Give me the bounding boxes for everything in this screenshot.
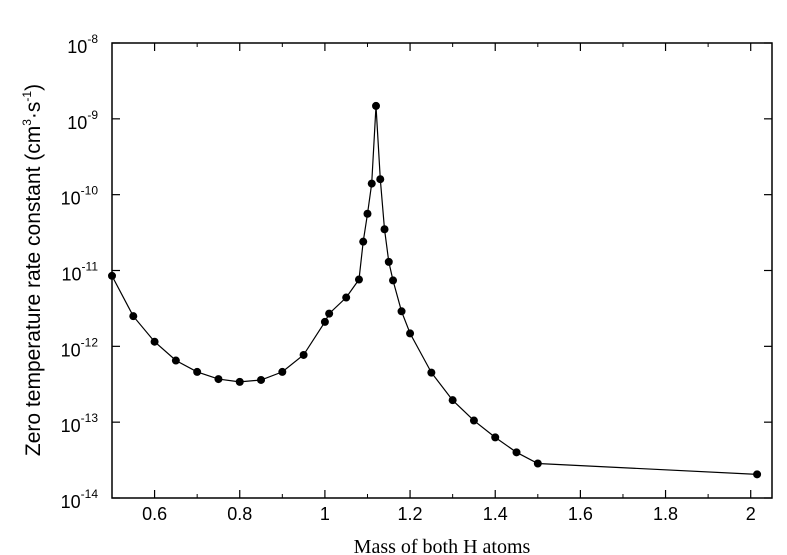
data-point xyxy=(235,377,244,386)
y-axis-label-middle: ·s xyxy=(22,102,45,120)
data-point xyxy=(380,225,389,234)
data-point xyxy=(397,307,406,316)
data-point xyxy=(406,329,415,338)
data-point xyxy=(753,470,762,479)
y-tick-base: 10 xyxy=(62,265,82,285)
y-tick-label: 10-13 xyxy=(61,411,99,436)
series-points xyxy=(108,101,762,479)
y-axis-label: Zero temperature rate constant (cm3·s-1) xyxy=(20,84,45,456)
data-point xyxy=(108,271,116,280)
x-tick-label: 1.8 xyxy=(653,504,678,524)
data-point xyxy=(150,337,159,346)
y-tick-base: 10 xyxy=(67,113,87,133)
data-point xyxy=(512,448,521,457)
x-axis-label: Mass of both H atoms xyxy=(354,536,531,555)
y-tick-exp: -8 xyxy=(87,32,98,46)
y-axis-label-prefix: Zero temperature rate constant (cm xyxy=(22,126,45,456)
series-line xyxy=(111,105,758,475)
data-point xyxy=(448,396,457,405)
y-tick-label: 10-12 xyxy=(61,335,99,360)
data-point xyxy=(214,375,223,384)
y-tick-exp: -11 xyxy=(82,260,99,274)
y-tick-exp: -13 xyxy=(81,411,99,425)
data-point xyxy=(384,257,393,266)
data-point xyxy=(363,209,372,218)
data-point xyxy=(491,433,500,442)
x-tick-label: 1.4 xyxy=(483,504,508,524)
data-point xyxy=(354,275,363,284)
x-tick-label: 1.2 xyxy=(398,504,423,524)
y-axis-label-suffix: ) xyxy=(22,84,45,91)
y-tick-label: 10-8 xyxy=(67,32,98,57)
axis-ticks xyxy=(111,42,772,499)
y-tick-base: 10 xyxy=(61,416,81,436)
data-point xyxy=(257,375,266,384)
data-point xyxy=(320,317,329,326)
y-tick-label: 10-10 xyxy=(61,184,99,209)
data-point xyxy=(367,179,376,188)
y-tick-label: 10-9 xyxy=(67,108,98,133)
y-tick-base: 10 xyxy=(61,189,81,209)
x-tick-label: 1.6 xyxy=(568,504,593,524)
data-point xyxy=(372,101,380,110)
data-point xyxy=(427,368,436,377)
y-tick-exp: -12 xyxy=(81,335,99,349)
data-point xyxy=(278,367,287,376)
y-tick-exp: -14 xyxy=(81,487,99,501)
y-axis-label-exp1: 3 xyxy=(20,119,34,126)
x-tick-label: 0.6 xyxy=(142,504,167,524)
data-point xyxy=(299,350,308,359)
y-tick-base: 10 xyxy=(67,37,87,57)
y-tick-label: 10-14 xyxy=(61,487,99,512)
data-point xyxy=(469,416,478,425)
data-point xyxy=(325,309,334,318)
data-point xyxy=(171,356,180,365)
y-tick-exp: -9 xyxy=(87,108,98,122)
y-tick-exp: -10 xyxy=(81,184,99,198)
x-tick-labels: 0.6 0.8 1 1.2 1.4 1.6 1.8 2 xyxy=(142,504,756,524)
x-tick-label: 0.8 xyxy=(227,504,252,524)
y-tick-base: 10 xyxy=(61,340,81,360)
data-point xyxy=(533,459,542,468)
data-point xyxy=(389,276,398,285)
data-point xyxy=(359,237,368,246)
y-tick-label: 10-11 xyxy=(62,260,99,285)
y-axis-label-exp2: -1 xyxy=(20,91,34,102)
x-tick-label: 2 xyxy=(746,504,756,524)
data-point xyxy=(342,293,351,302)
x-tick-label: 1 xyxy=(320,504,330,524)
plot-frame xyxy=(111,42,773,499)
data-point xyxy=(193,367,202,376)
y-tick-base: 10 xyxy=(61,492,81,512)
data-point xyxy=(129,312,138,321)
data-point xyxy=(376,175,385,184)
